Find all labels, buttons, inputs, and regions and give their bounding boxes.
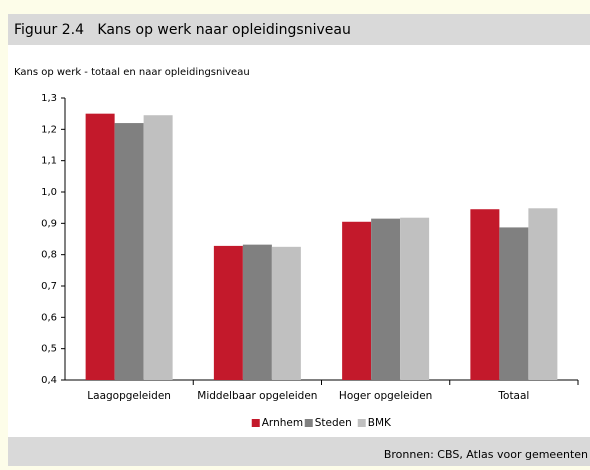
chart-subtitle: Kans op werk - totaal en naar opleidings…	[14, 67, 250, 78]
legend-swatch	[304, 419, 313, 427]
bar	[85, 113, 115, 381]
figure-title: Figuur 2.4 Kans op werk naar opleidingsn…	[14, 22, 351, 38]
y-tick-label: 0,6	[41, 312, 57, 323]
y-tick-label: 0,4	[41, 375, 57, 386]
y-tick-label: 0,7	[41, 281, 57, 292]
bar	[213, 245, 243, 380]
y-tick-label: 1,3	[41, 93, 57, 104]
bar	[470, 209, 500, 380]
bar	[342, 221, 372, 380]
x-tick-label: Totaal	[497, 390, 529, 402]
source: Bronnen: CBS, Atlas voor gemeenten	[384, 448, 588, 461]
legend-swatch	[357, 419, 366, 427]
legend-swatch	[251, 419, 260, 427]
y-tick-label: 0,9	[41, 218, 57, 229]
bar	[271, 246, 301, 380]
bar	[143, 115, 173, 380]
bar	[114, 123, 144, 381]
y-tick-label: 0,8	[41, 250, 57, 261]
footer-bar	[8, 437, 590, 466]
x-tick-label: Middelbaar opgeleiden	[197, 390, 317, 402]
legend-label: Arnhem	[262, 417, 303, 429]
bar	[499, 227, 529, 380]
y-tick-label: 0,5	[41, 344, 57, 355]
bar	[242, 244, 272, 380]
header-bar	[8, 14, 590, 45]
x-tick-label: Hoger opgeleiden	[339, 390, 432, 402]
y-tick-label: 1,2	[41, 124, 57, 135]
bar	[528, 208, 558, 380]
bar	[400, 217, 430, 380]
y-tick-label: 1,1	[41, 156, 57, 167]
bar	[371, 218, 401, 380]
y-tick-label: 1,0	[41, 187, 57, 198]
x-tick-label: Laagopgeleiden	[87, 390, 171, 402]
legend-label: Steden	[315, 417, 352, 429]
legend-label: BMK	[368, 417, 392, 429]
